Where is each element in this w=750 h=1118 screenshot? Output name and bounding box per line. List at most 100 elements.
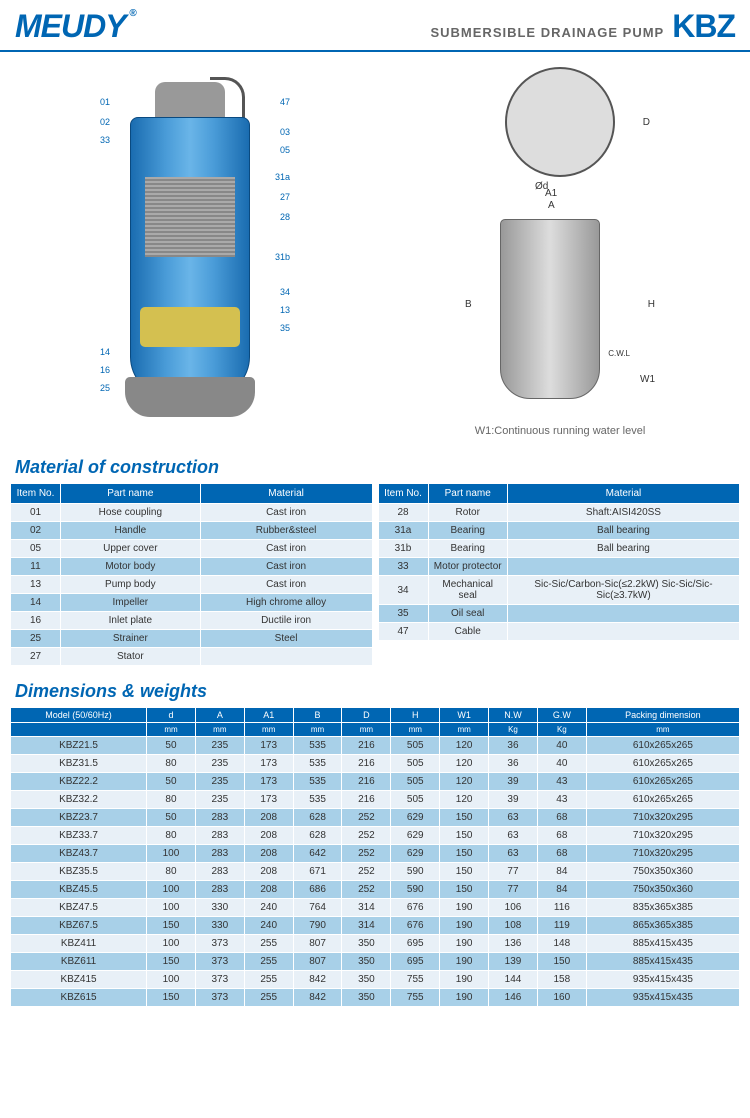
callout-16: 16 [100, 365, 110, 375]
cell: 100 [147, 971, 196, 989]
callout-03: 03 [280, 127, 290, 137]
cell: 40 [537, 737, 586, 755]
col-header: Material [200, 484, 372, 504]
cell: 77 [489, 881, 538, 899]
cell: 255 [244, 953, 293, 971]
cell: 77 [489, 863, 538, 881]
cell: 216 [342, 737, 391, 755]
cell: 283 [195, 881, 244, 899]
unit-header: mm [586, 723, 739, 737]
cell: 68 [537, 809, 586, 827]
cell: 283 [195, 809, 244, 827]
water-level-note: W1:Continuous running water level [385, 425, 735, 437]
callout-13: 13 [280, 305, 290, 315]
dimensions-title: Dimensions & weights [0, 676, 750, 707]
cell: Cable [428, 623, 507, 641]
cell: 02 [11, 522, 61, 540]
cell: 80 [147, 827, 196, 845]
cell: 350 [342, 953, 391, 971]
cell: 628 [293, 809, 342, 827]
header-right: SUBMERSIBLE DRAINAGE PUMP KBZ [430, 8, 735, 45]
cell: 240 [244, 917, 293, 935]
cell: 208 [244, 827, 293, 845]
cell: 31b [378, 540, 428, 558]
cell: 283 [195, 845, 244, 863]
col-header: Part name [61, 484, 201, 504]
cell: 842 [293, 971, 342, 989]
cell: 11 [11, 558, 61, 576]
cell: KBZ35.5 [11, 863, 147, 881]
cell: KBZ32.2 [11, 791, 147, 809]
brand-logo: MEUDY® [15, 8, 126, 45]
cell: 36 [489, 737, 538, 755]
cell: 33 [378, 558, 428, 576]
cell: 190 [440, 935, 489, 953]
cell: 790 [293, 917, 342, 935]
cell: 136 [489, 935, 538, 953]
cell: 150 [147, 953, 196, 971]
callout-35: 35 [280, 323, 290, 333]
cell: Hose coupling [61, 504, 201, 522]
cell: High chrome alloy [200, 594, 372, 612]
col-header: Part name [428, 484, 507, 504]
cell: 208 [244, 881, 293, 899]
callout-01: 01 [100, 97, 110, 107]
cell: 710x320x295 [586, 845, 739, 863]
cell: Motor body [61, 558, 201, 576]
cell: 252 [342, 845, 391, 863]
cell: 25 [11, 630, 61, 648]
col-header: Material [507, 484, 739, 504]
callout-02: 02 [100, 117, 110, 127]
cell: 120 [440, 773, 489, 791]
cell: 590 [391, 881, 440, 899]
cell: KBZ615 [11, 989, 147, 1007]
cell: 671 [293, 863, 342, 881]
dimensions-table: Model (50/60Hz)dAA1BDHW1N.WG.WPacking di… [10, 707, 740, 1007]
cell: 629 [391, 809, 440, 827]
unit-header: mm [147, 723, 196, 737]
cell: 255 [244, 989, 293, 1007]
cell: 373 [195, 953, 244, 971]
cell [507, 558, 739, 576]
cell: 235 [195, 755, 244, 773]
cell: 31a [378, 522, 428, 540]
cell: KBZ21.5 [11, 737, 147, 755]
product-model: KBZ [672, 8, 735, 45]
cell: 216 [342, 791, 391, 809]
materials-title: Material of construction [0, 452, 750, 483]
cell: 190 [440, 971, 489, 989]
cell: 100 [147, 881, 196, 899]
cell: 208 [244, 809, 293, 827]
cell: 208 [244, 863, 293, 881]
cell: 173 [244, 737, 293, 755]
materials-table-left: Item No.Part nameMaterial 01Hose couplin… [10, 483, 373, 666]
cell: Cast iron [200, 540, 372, 558]
cell: 642 [293, 845, 342, 863]
cell: 842 [293, 989, 342, 1007]
cell: 610x265x265 [586, 737, 739, 755]
cell: 252 [342, 809, 391, 827]
cell: 47 [378, 623, 428, 641]
cell: 40 [537, 755, 586, 773]
cell: 755 [391, 971, 440, 989]
unit-header: Kg [537, 723, 586, 737]
cell: 146 [489, 989, 538, 1007]
cell: Sic-Sic/Carbon-Sic(≤2.2kW) Sic-Sic/Sic-S… [507, 576, 739, 605]
cell: Handle [61, 522, 201, 540]
cell: 84 [537, 881, 586, 899]
cell: 100 [147, 899, 196, 917]
cell: 63 [489, 809, 538, 827]
cell: 216 [342, 755, 391, 773]
col-header: Model (50/60Hz) [11, 708, 147, 723]
cell [200, 648, 372, 666]
callout-28: 28 [280, 212, 290, 222]
materials-table-wrap: Item No.Part nameMaterial 01Hose couplin… [10, 483, 740, 666]
cell: 28 [378, 504, 428, 522]
cell: 235 [195, 737, 244, 755]
col-header: d [147, 708, 196, 723]
cell: 330 [195, 899, 244, 917]
cell: Pump body [61, 576, 201, 594]
cell: Impeller [61, 594, 201, 612]
cell: 710x320x295 [586, 809, 739, 827]
cell: 05 [11, 540, 61, 558]
